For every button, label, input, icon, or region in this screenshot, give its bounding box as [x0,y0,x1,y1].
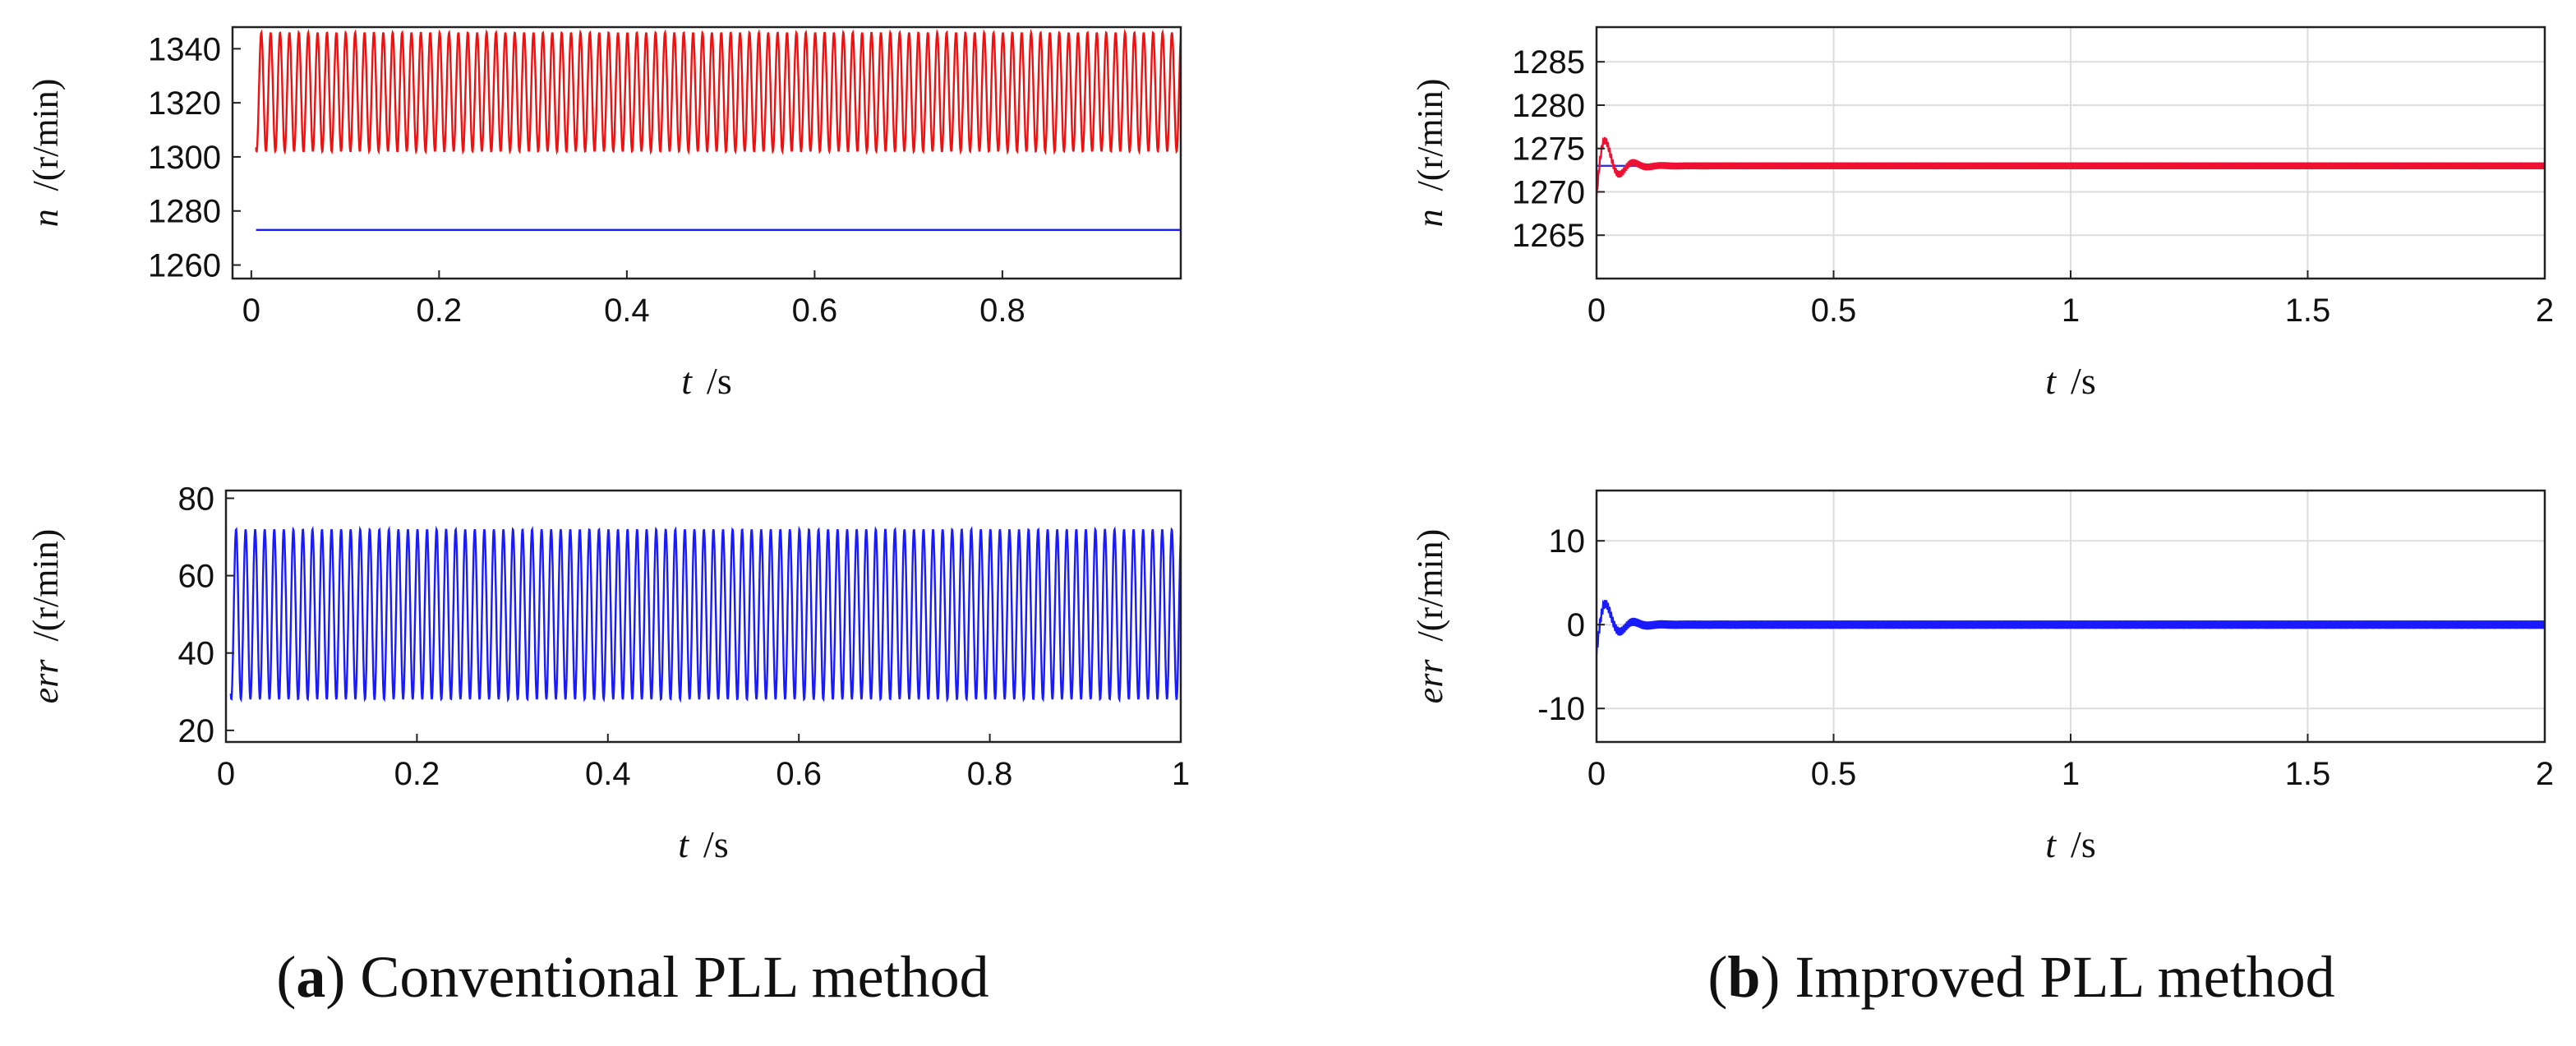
x-axis-unit: /s [2071,823,2096,865]
y-tick-label: 1280 [148,194,221,230]
x-axis-label: t/s [2045,360,2095,402]
x-axis-var: t [678,823,689,865]
series-speed-error [229,525,1181,703]
chart-a-bottom: 0 0.2 0.4 0.6 0.8 1 20 40 60 80 t/s err /(r/min) [25,481,1190,865]
x-axis-label: t/s [678,823,728,865]
series-speed-error [1597,599,2545,654]
y-tick-label: 1320 [148,85,221,122]
y-axis-label: err /(r/min) [1410,529,1450,704]
series-estimated-speed [1597,136,2545,196]
y-tick-label: 10 [1549,523,1586,560]
x-tick-label: 1.5 [2285,293,2331,329]
y-axis-var: n [25,209,66,227]
x-tick-label: 1.5 [2285,756,2331,792]
y-tick-label: 40 [178,636,215,672]
caption-a: (a) Conventional PLL method [276,944,989,1010]
y-tick-label: 1275 [1512,131,1585,168]
x-tick-label: 0.8 [967,756,1013,792]
x-tick-label: 0.8 [979,293,1025,329]
y-tick-label: 1265 [1512,218,1585,254]
x-tick-label: 0.6 [776,756,822,792]
chart-b-top: 0 0.5 1 1.5 2 1265 1270 1275 1280 1285 t/s n /(r/min… [1410,25,2554,402]
x-axis-var: t [2045,360,2057,402]
plot-frame [224,489,1182,744]
x-tick-label: 0.4 [604,293,650,329]
y-tick-label: 60 [178,559,215,595]
y-tick-label: 1280 [1512,88,1585,124]
x-tick-label: 0 [242,293,260,329]
x-axis-unit: /s [2071,360,2096,402]
x-axis-unit: /s [703,823,729,865]
x-tick-label: 0.6 [792,293,838,329]
x-axis-label: t/s [2045,823,2095,865]
y-tick-label: 20 [178,713,215,749]
x-tick-label: 1 [2062,293,2080,329]
y-axis-label: err /(r/min) [25,529,66,704]
x-axis-var: t [681,360,693,402]
x-tick-label: 2 [2536,293,2554,329]
x-axis-label: t/s [681,360,731,402]
y-tick-label: -10 [1537,691,1585,727]
y-axis-unit: /(r/min) [25,79,66,191]
x-tick-label: 0.4 [585,756,631,792]
x-tick-label: 0.5 [1811,756,1857,792]
y-tick-label: 1285 [1512,44,1585,81]
y-axis-unit: /(r/min) [1410,529,1450,642]
y-axis-unit: /(r/min) [25,529,66,642]
chart-a-top: 0 0.2 0.4 0.6 0.8 1260 1280 1300 1320 1340 t/s n /(r… [25,25,1182,402]
y-axis-var: n [1410,209,1450,227]
y-tick-label: 0 [1567,607,1585,643]
plot-frame [231,25,1182,280]
x-tick-label: 0 [1588,756,1606,792]
x-tick-label: 0.2 [417,293,463,329]
y-axis-label: n /(r/min) [1410,79,1450,228]
x-tick-label: 0.2 [394,756,440,792]
x-tick-label: 1 [2062,756,2080,792]
x-tick-label: 0 [217,756,235,792]
caption-b: (b) Improved PLL method [1707,944,2335,1010]
x-axis-unit: /s [707,360,732,402]
y-axis-var: err [25,659,66,704]
caption-b-label: b [1727,944,1761,1010]
y-axis-label: n /(r/min) [25,79,66,228]
y-tick-label: 1340 [148,31,221,67]
y-tick-label: 1260 [148,248,221,284]
x-tick-label: 1 [1172,756,1190,792]
y-tick-label: 1270 [1512,174,1585,210]
caption-a-text: Conventional PLL method [360,944,989,1010]
y-axis-var: err [1410,659,1450,704]
x-tick-label: 0.5 [1811,293,1857,329]
y-tick-label: 1300 [148,140,221,176]
x-tick-label: 0 [1588,293,1606,329]
y-tick-label: 80 [178,481,215,517]
caption-b-text: Improved PLL method [1795,944,2335,1010]
x-axis-var: t [2045,823,2057,865]
x-tick-label: 2 [2536,756,2554,792]
caption-a-label: a [296,944,326,1010]
y-axis-unit: /(r/min) [1410,79,1450,191]
series-estimated-speed [255,28,1181,156]
